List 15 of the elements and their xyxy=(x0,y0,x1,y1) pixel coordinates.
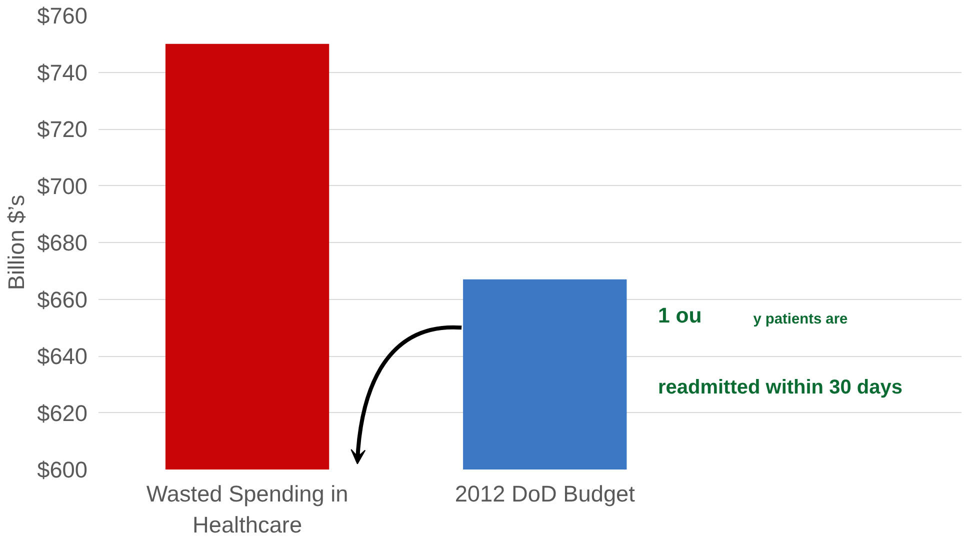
x-tick-label: 2012 DoD Budget xyxy=(454,480,636,506)
y-tick-label: $680 xyxy=(37,230,88,256)
annotation: 1 ou xyxy=(658,304,702,328)
y-tick-label: $740 xyxy=(37,59,88,86)
y-tick-label: $600 xyxy=(37,456,88,482)
y-tick-label: $640 xyxy=(37,343,88,369)
annotation: readmitted within 30 days xyxy=(658,376,902,399)
y-axis-title: Billion $’s xyxy=(3,194,30,290)
y-tick-label: $760 xyxy=(37,2,88,28)
y-tick-label: $720 xyxy=(37,116,88,142)
y-tick-label: $620 xyxy=(37,400,88,426)
text: y patients are xyxy=(753,312,848,328)
y-tick-label: $660 xyxy=(37,286,88,312)
x-tick-label: Wasted Spending in Healthcare xyxy=(146,480,348,538)
y-tick-label: $700 xyxy=(37,172,88,199)
